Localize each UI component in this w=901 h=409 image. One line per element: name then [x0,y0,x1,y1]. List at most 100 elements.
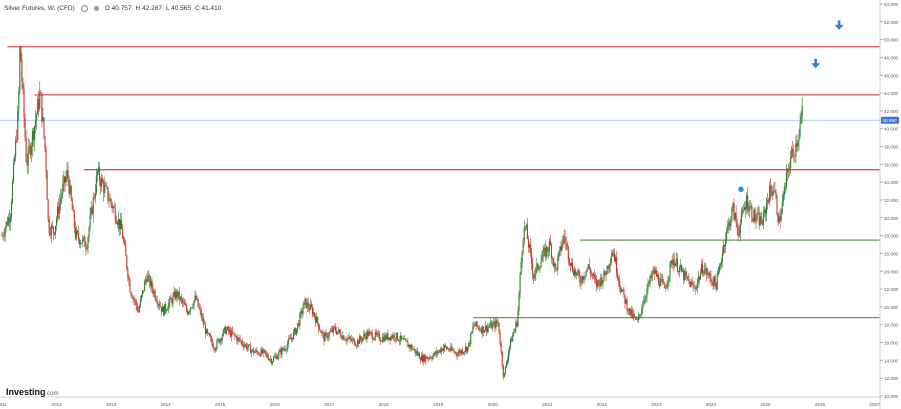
candle-body [596,279,598,287]
candle-body [10,202,12,217]
candle-body [96,171,98,176]
candle-body [123,238,125,242]
x-tick-label: 2022 [597,402,608,407]
candle-body [205,329,208,334]
candle-body [247,344,250,348]
candle-body [497,322,499,324]
candle-body [711,281,713,283]
candle-body [437,351,439,354]
candle-body [752,218,754,222]
candle-body [70,186,72,200]
candle-body [474,324,476,326]
candle-body [61,193,63,198]
candle-body [740,212,742,223]
candle-body [43,117,45,137]
candle-body [134,300,136,302]
candle-body [515,322,517,329]
candle-body [716,274,718,290]
candle-body [150,280,152,287]
candle-body [574,269,576,276]
candle-body [570,262,573,266]
candle-body [219,338,221,343]
candle-body [309,304,311,310]
candle-body [391,335,393,339]
candle-body [223,327,225,330]
candle-body [76,230,79,233]
candle-body [367,331,369,336]
candle-body [801,105,803,117]
candle-body [208,332,210,334]
candle-body [42,117,44,122]
candle-body [759,216,761,226]
candle-body [420,355,423,361]
candle-body [655,270,657,277]
candle-body [360,336,362,340]
candle-body [476,321,478,327]
candle-body [165,304,167,311]
candle-body [692,283,694,287]
candle-body [55,218,58,226]
y-tick-label: 48.000 [884,55,898,60]
candle-body [190,307,192,311]
candle-body [576,272,578,275]
candle-body [781,201,783,214]
candle-body [628,308,630,312]
y-tick-label: 46.000 [884,73,898,78]
candle-body [398,340,401,342]
candle-body [652,268,654,274]
candle-body [295,328,297,335]
candle-body [107,187,109,201]
candle-body [100,180,102,187]
candle-body [197,298,199,307]
candle-body [776,196,778,215]
candle-body [25,138,27,162]
candle-body [35,120,37,127]
candle-body [464,346,467,352]
candle-body [16,139,18,141]
y-tick-label: 44.000 [884,91,898,96]
settings-icon[interactable] [80,4,88,12]
candle-body [682,270,684,272]
candle-body [679,265,682,268]
candle-body [578,270,580,276]
candle-body [523,227,525,241]
candle-body [433,352,435,356]
candle-body [516,322,518,326]
candle-body [739,222,741,234]
candle-body [553,258,555,267]
candle-body [78,232,80,240]
candle-body [280,349,282,355]
y-tick-label: 50.000 [884,38,898,43]
candle-body [212,342,214,348]
y-tick-label: 24.000 [884,269,898,274]
candle-body [291,337,294,340]
candle-body [98,167,101,181]
candle-body [778,216,780,223]
candle-body [444,345,446,348]
candle-body [441,348,444,351]
candle-body [421,355,424,362]
candle-body [735,212,737,223]
candle-body [283,349,285,350]
candle-body [522,240,524,251]
y-tick-label: 14.000 [884,358,898,363]
candle-body [768,200,770,203]
candle-body [384,335,386,342]
candle-body [489,326,491,328]
candle-body [80,243,82,245]
candle-body [598,280,600,282]
candle-body [385,335,387,340]
candle-body [666,284,668,289]
candle-body [146,279,148,282]
candle-body [633,314,635,317]
candle-body [566,243,568,247]
down-arrow-head [811,63,821,69]
candle-body [729,221,731,227]
candle-body [617,272,619,279]
candle-body [608,265,610,269]
candle-body [304,298,306,301]
candle-body [427,358,429,359]
candle-body [119,220,122,230]
candle-body [74,227,76,238]
